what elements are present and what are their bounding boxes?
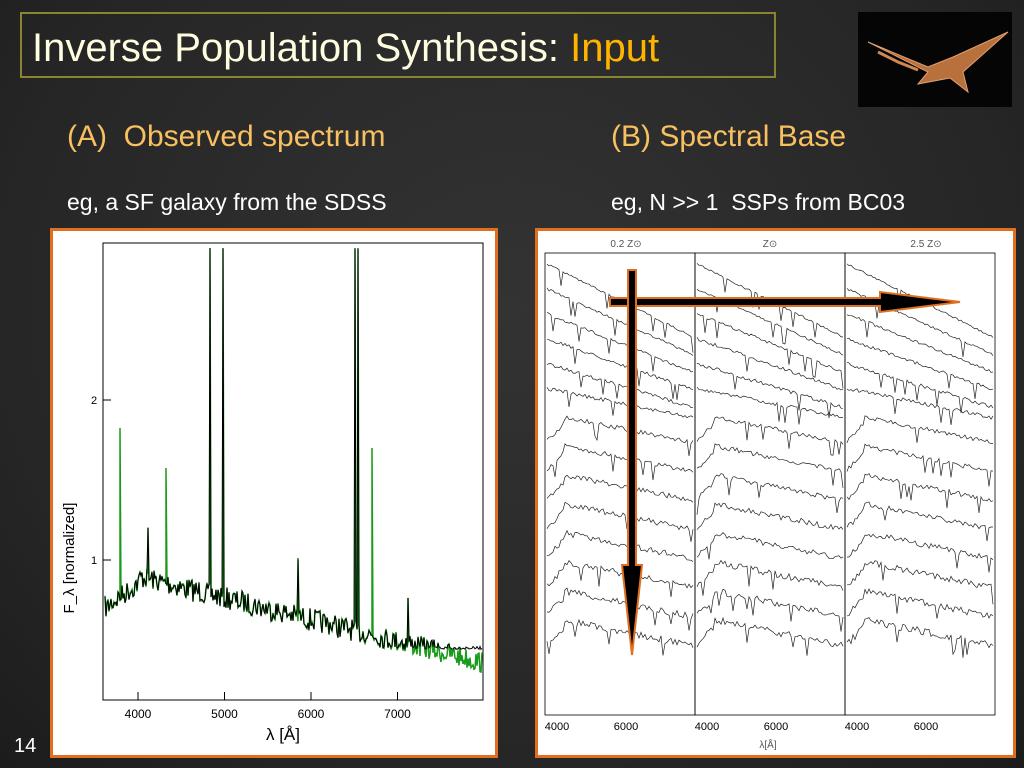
ssp-spectrum [846, 314, 994, 373]
subheading-b: eg, N >> 1 SSPs from BC03 [611, 189, 906, 215]
ssp-spectrum [846, 501, 993, 542]
ssp-spectrum [846, 361, 994, 414]
x-tick-label: 7000 [384, 707, 411, 721]
ssp-spectrum [546, 559, 694, 598]
ssp-spectrum [547, 339, 694, 400]
ssp-spectrum [846, 473, 994, 513]
spectrum-observed [104, 248, 483, 651]
ssp-spectrum [696, 588, 844, 632]
x-tick-label: 4000 [125, 707, 152, 721]
x-tick-label: 4000 [695, 721, 719, 733]
ssp-spectrum [546, 501, 694, 542]
ssp-spectrum [696, 443, 844, 488]
x-axis-label: λ [Å] [266, 725, 300, 744]
ssp-spectrum [546, 415, 694, 456]
ssp-spectrum [696, 616, 844, 656]
ssp-spectrum [846, 617, 994, 658]
logo [858, 12, 1012, 107]
title-text: Inverse Population Synthesis: [32, 26, 559, 70]
panel-frame [844, 252, 996, 716]
ssp-spectrum [546, 474, 694, 507]
ssp-spectrum [846, 533, 994, 573]
y-tick-label: 2 [91, 395, 97, 407]
ssp-spectrum [546, 587, 694, 631]
title-frame [20, 12, 776, 78]
ssp-spectrum [696, 337, 844, 391]
panel-title: 0.2 Z⊙ [610, 239, 641, 250]
y-tick-label: 1 [91, 555, 97, 567]
ssp-spectrum [847, 560, 994, 605]
x-tick-label: 6000 [914, 721, 938, 733]
panel-title: 2.5 Z⊙ [910, 239, 941, 250]
x-tick-label: 4000 [845, 721, 869, 733]
ssp-spectrum [696, 502, 844, 531]
heading-a: (A) Observed spectrum [67, 120, 386, 153]
ssp-spectrum [696, 473, 844, 515]
x-tick-label: 6000 [614, 721, 638, 733]
page-number: 14 [14, 735, 37, 757]
ssp-spectrum [696, 559, 844, 596]
x-tick-label: 4000 [545, 721, 569, 733]
ssp-spectrum [846, 443, 994, 487]
ssp-spectrum [546, 287, 694, 356]
ssp-spectrum [546, 387, 694, 419]
ssp-spectrum [546, 363, 694, 408]
x-tick-label: 6000 [764, 721, 788, 733]
heading-b: (B) Spectral Base [611, 120, 847, 153]
slide-title: Inverse Population Synthesis: Input [32, 24, 659, 72]
x-axis-label: λ[Å] [759, 738, 776, 751]
x-tick-label: 5000 [211, 707, 238, 721]
ssp-spectrum [546, 618, 694, 656]
ssp-spectrum [696, 363, 844, 419]
title-highlight: Input [570, 26, 660, 70]
ssp-spectrum [846, 588, 994, 619]
ssp-spectrum [696, 386, 844, 425]
observed-spectrum-figure: λ [Å] F_λ [normalized] 4000 5000 6000 7000 1… [50, 228, 498, 758]
ssp-spectrum [696, 532, 844, 560]
ssp-spectrum [696, 313, 844, 389]
y-axis-label: F_λ [normalized] [61, 503, 78, 614]
ssp-spectrum [696, 416, 844, 456]
spectral-base-figure: λ[Å] 0.2 Z⊙ 4000 6000 Z⊙ 4000 6000 2.5 Z⊙ 4000 6… [535, 228, 1016, 758]
ssp-spectrum [846, 415, 994, 444]
panel-title: Z⊙ [763, 239, 778, 250]
ssp-spectrum [846, 388, 994, 425]
subheading-a: eg, a SF galaxy from the SDSS [67, 189, 387, 215]
ssp-spectrum [546, 443, 694, 481]
ssp-spectrum [546, 312, 694, 373]
ssp-spectrum [846, 337, 994, 400]
ssp-spectrum [546, 529, 694, 562]
x-tick-label: 6000 [298, 707, 325, 721]
